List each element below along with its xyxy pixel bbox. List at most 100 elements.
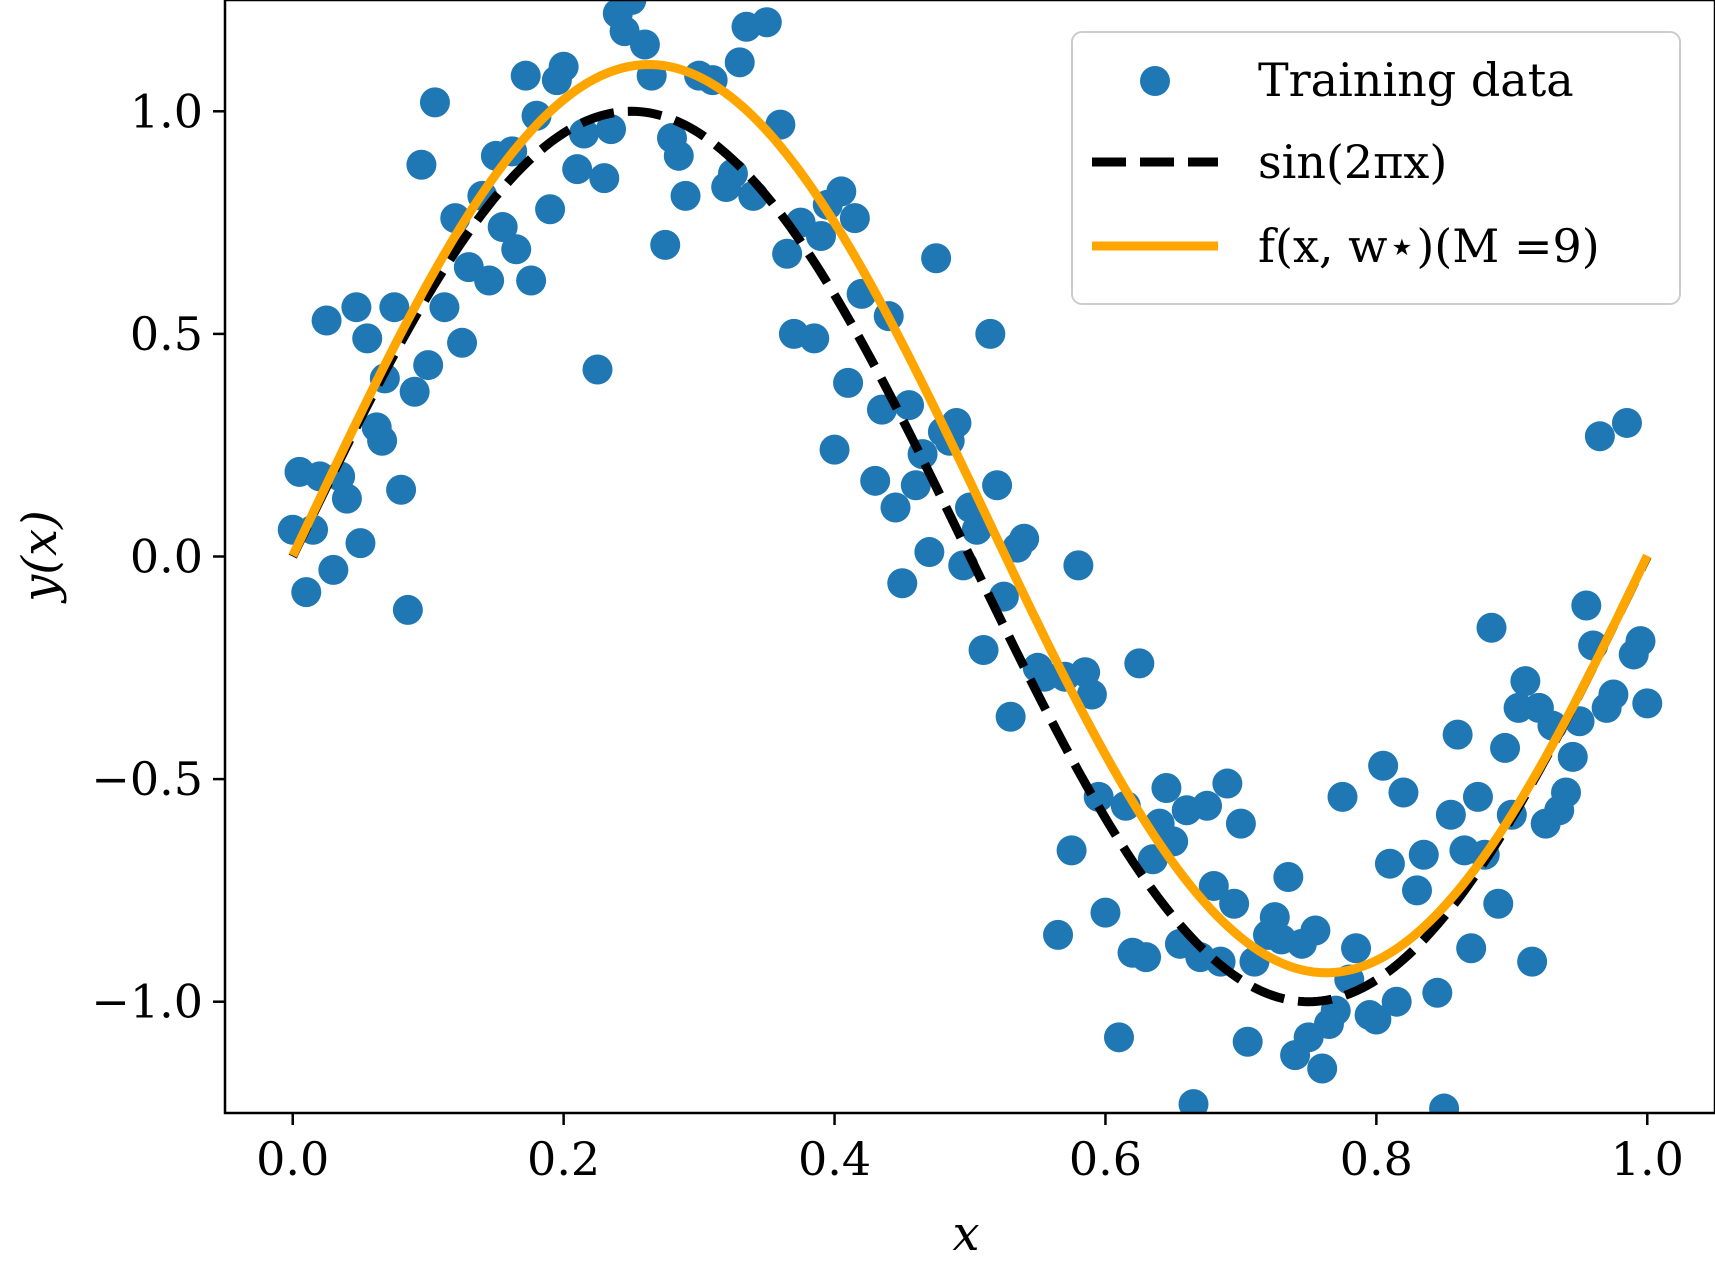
data-point <box>1381 986 1412 1017</box>
data-point <box>352 323 383 354</box>
data-point <box>1476 612 1507 643</box>
legend-label-sine: sin(2πx) <box>1258 135 1447 189</box>
data-point <box>447 327 478 358</box>
data-point <box>1212 768 1243 799</box>
data-point <box>772 238 803 269</box>
data-point <box>1192 790 1223 821</box>
sine-curve <box>288 106 1652 1007</box>
data-point <box>487 212 518 243</box>
ticks-layer: 0.0 0.2 0.4 0.6 0.8 1.0 −1.0 −0.5 0.0 0.5 1.0 <box>91 84 1684 1186</box>
y-tick-label: 1.0 <box>130 84 203 138</box>
x-tick-label: 0.6 <box>1069 1132 1142 1186</box>
data-point <box>663 140 694 171</box>
data-point <box>589 163 620 194</box>
data-point <box>1178 1089 1209 1113</box>
data-point <box>331 483 362 514</box>
data-point <box>833 367 864 398</box>
fit-curve <box>288 60 1652 978</box>
data-point <box>1131 942 1162 973</box>
data-point <box>516 265 547 296</box>
data-point <box>399 376 430 407</box>
data-point <box>880 492 911 523</box>
data-point <box>429 292 460 323</box>
data-point <box>1300 915 1331 946</box>
data-point <box>1368 750 1399 781</box>
data-point <box>1273 862 1304 893</box>
data-point <box>1151 773 1182 804</box>
legend-label-training-data: Training data <box>1258 53 1574 107</box>
x-tick-label: 0.4 <box>798 1132 871 1186</box>
data-point <box>1551 777 1581 808</box>
data-point <box>1361 1004 1392 1035</box>
data-point <box>474 265 505 296</box>
data-point <box>914 537 945 568</box>
data-point <box>1517 946 1548 977</box>
data-point <box>961 514 992 545</box>
data-point <box>582 354 613 385</box>
data-point <box>1104 1022 1134 1053</box>
data-point <box>860 465 891 496</box>
data-point <box>510 60 541 91</box>
data-point <box>1483 888 1514 919</box>
data-point <box>1009 523 1040 554</box>
data-point <box>819 434 850 465</box>
x-tick-label: 0.2 <box>527 1132 600 1186</box>
data-point <box>1219 888 1250 919</box>
data-point <box>670 180 701 211</box>
x-tick-label: 0.0 <box>256 1132 329 1186</box>
y-tick-label: 0.0 <box>130 530 203 584</box>
data-point <box>1584 421 1615 452</box>
data-point <box>1341 933 1372 964</box>
data-point <box>799 323 830 354</box>
legend-label-fit: f(x, w⋆)(M =9) <box>1258 219 1600 273</box>
data-point <box>982 470 1013 501</box>
data-point <box>1307 1053 1338 1084</box>
data-point <box>751 7 782 38</box>
data-point <box>311 305 342 336</box>
data-point <box>1076 679 1107 710</box>
data-point <box>900 470 931 501</box>
data-point <box>406 149 437 180</box>
data-point <box>568 118 599 149</box>
series-layer <box>277 0 1663 1113</box>
data-point <box>616 0 647 15</box>
data-point <box>345 528 376 559</box>
y-tick-label: −0.5 <box>91 752 203 806</box>
data-point <box>1598 679 1629 710</box>
data-point <box>629 29 660 60</box>
data-point <box>1327 781 1358 812</box>
data-point <box>1422 977 1453 1008</box>
data-point <box>291 577 322 608</box>
x-tick-label: 0.8 <box>1340 1132 1413 1186</box>
data-point <box>1408 839 1439 870</box>
data-point <box>806 220 836 251</box>
data-point <box>1429 1093 1460 1113</box>
data-point <box>1374 848 1405 879</box>
data-point <box>1462 781 1493 812</box>
data-point <box>968 634 999 665</box>
data-point <box>1456 933 1487 964</box>
data-point <box>839 203 870 234</box>
data-point <box>386 474 417 505</box>
data-point <box>1442 719 1473 750</box>
y-tick-label: −1.0 <box>91 975 203 1029</box>
data-point <box>1632 688 1663 719</box>
data-point <box>1198 870 1229 901</box>
legend-marker-training-data <box>1140 66 1170 96</box>
data-point <box>1571 590 1602 621</box>
x-tick-label: 1.0 <box>1611 1132 1684 1186</box>
data-point <box>1090 897 1121 928</box>
data-point <box>1490 732 1521 763</box>
data-point <box>1056 835 1087 866</box>
data-point <box>887 568 918 599</box>
data-point <box>826 176 857 207</box>
data-point <box>1435 799 1466 830</box>
data-point <box>1611 407 1642 438</box>
data-point <box>392 594 423 625</box>
data-point <box>562 154 593 185</box>
data-point <box>535 194 566 225</box>
data-point <box>379 292 410 323</box>
data-point <box>1232 1026 1263 1057</box>
data-point <box>548 51 579 82</box>
